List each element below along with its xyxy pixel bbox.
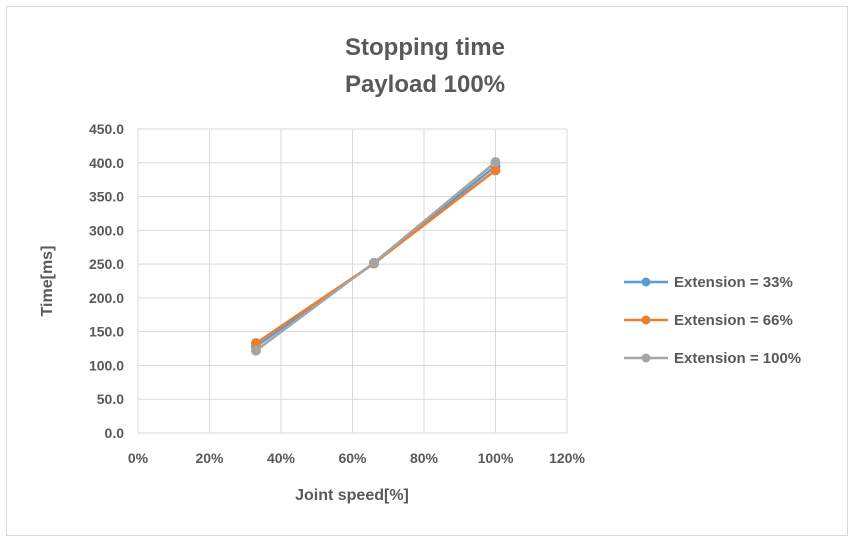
legend-label: Extension = 33% [674, 274, 793, 291]
y-tick-label: 350.0 [89, 189, 124, 205]
x-axis-label: Joint speed[%] [295, 487, 409, 504]
legend-marker [641, 353, 651, 363]
data-point [250, 345, 261, 356]
series-line-2 [255, 161, 497, 352]
chart-title-line1: Stopping time [345, 34, 505, 61]
x-tick-label: 20% [195, 450, 224, 466]
y-tick-label: 300.0 [89, 222, 124, 238]
x-tick-label: 80% [410, 450, 439, 466]
x-tick-label: 100% [478, 450, 514, 466]
data-point [250, 338, 261, 349]
y-tick-label: 100.0 [89, 357, 124, 373]
legend-label: Extension = 100% [674, 350, 801, 367]
x-tick-label: 40% [267, 450, 296, 466]
x-tick-label: 0% [128, 450, 149, 466]
data-point [490, 165, 501, 176]
y-tick-label: 450.0 [89, 121, 124, 137]
y-tick-label: 200.0 [89, 290, 124, 306]
chart-title-line2: Payload 100% [345, 71, 505, 98]
y-tick-label: 50.0 [97, 391, 124, 407]
legend-marker [641, 277, 651, 287]
legend-label: Extension = 66% [674, 312, 793, 329]
y-tick-label: 150.0 [89, 324, 124, 340]
y-axis-label: Time[ms] [39, 246, 56, 317]
y-tick-label: 400.0 [89, 155, 124, 171]
legend-marker [641, 315, 651, 325]
data-point [368, 257, 379, 268]
data-point [490, 157, 501, 168]
x-tick-label: 60% [338, 450, 367, 466]
y-tick-label: 250.0 [89, 256, 124, 272]
y-tick-label: 0.0 [105, 425, 125, 441]
chart-border [6, 6, 848, 536]
x-tick-label: 120% [549, 450, 585, 466]
